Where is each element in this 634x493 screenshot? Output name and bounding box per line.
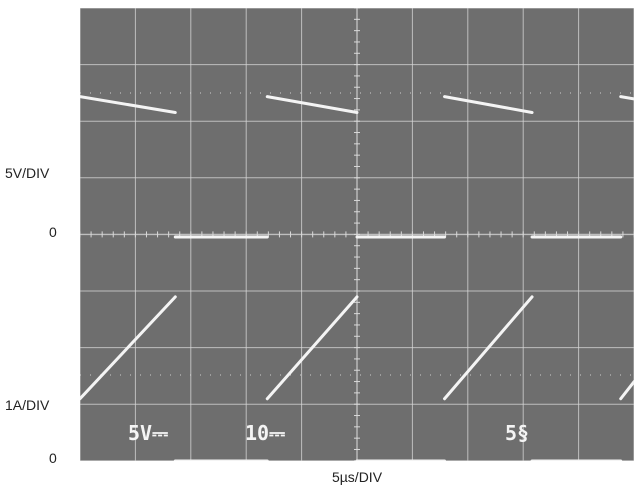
scope-readout-text: 5§ bbox=[505, 421, 529, 445]
oscilloscope-screen: 5V⎓ 10⎓ 5§ bbox=[80, 8, 634, 461]
current-trace-segment bbox=[265, 295, 359, 401]
voltage-scale-label: 5V/DIV bbox=[5, 165, 50, 181]
scope-readout-text: 5V⎓ bbox=[128, 421, 168, 445]
traces bbox=[80, 95, 634, 461]
x-axis-label: 5µs/DIV bbox=[331, 469, 383, 485]
scope-plot: 5V⎓ 10⎓ 5§ bbox=[80, 8, 634, 461]
current-trace-segment bbox=[80, 295, 177, 401]
current-zero-label: 0 bbox=[49, 450, 57, 466]
voltage-trace-segment bbox=[80, 95, 177, 114]
voltage-trace-segment bbox=[619, 95, 634, 101]
current-scale-label: 1A/DIV bbox=[5, 397, 50, 413]
voltage-zero-label: 0 bbox=[49, 224, 57, 240]
current-trace-segment bbox=[619, 380, 634, 401]
scope-readout-text: 10⎓ bbox=[245, 421, 285, 445]
graticule bbox=[80, 8, 634, 461]
voltage-trace-segment bbox=[265, 95, 359, 114]
scope-readouts: 5V⎓ 10⎓ 5§ bbox=[128, 421, 529, 445]
current-trace-segment bbox=[443, 295, 534, 401]
voltage-trace-segment bbox=[443, 95, 534, 114]
